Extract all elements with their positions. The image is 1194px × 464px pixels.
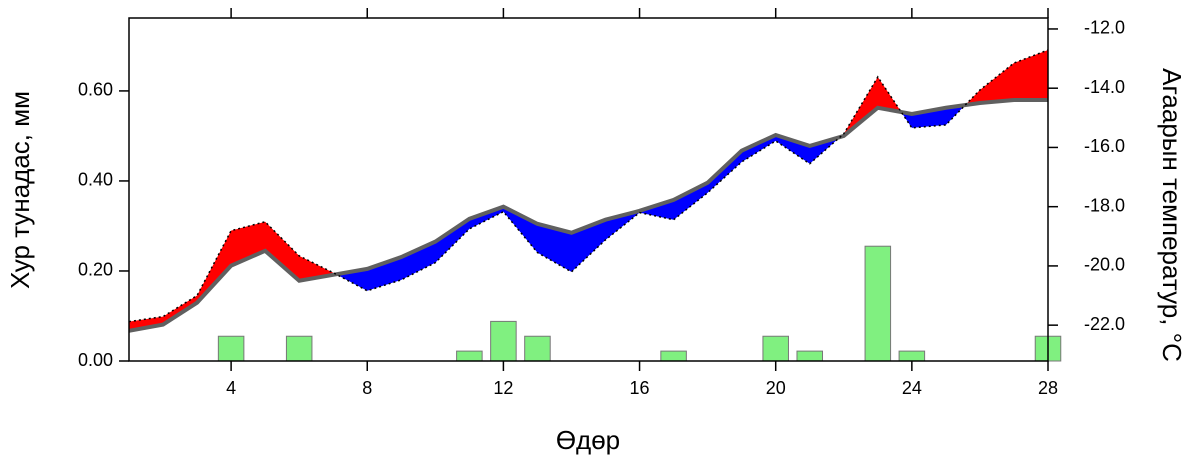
y2-tick-label: -20.0 <box>1084 255 1125 275</box>
y-tick-label: 0.20 <box>78 260 113 280</box>
x-tick-label: 24 <box>902 378 922 398</box>
x-tick-label: 12 <box>493 378 513 398</box>
bar <box>898 350 926 362</box>
y2-tick-label: -16.0 <box>1084 136 1125 156</box>
x-tick-label: 16 <box>630 378 650 398</box>
x-tick-label: 20 <box>766 378 786 398</box>
bar <box>524 335 551 362</box>
x-tick-label: 4 <box>226 378 236 398</box>
y-tick-label: 0.40 <box>78 170 113 190</box>
y-tick-label: 0.60 <box>78 80 113 100</box>
x-axis-title: Өдөр <box>556 425 620 455</box>
normal-line <box>128 98 1048 333</box>
bar <box>456 350 483 362</box>
bar <box>217 335 245 362</box>
bar <box>660 350 687 362</box>
y2-axis-title: Агаарын температур, °C <box>1157 68 1187 362</box>
bar <box>285 335 313 362</box>
bar <box>490 320 517 362</box>
below-fill <box>129 100 1048 331</box>
y2-tick-label: -22.0 <box>1084 314 1125 334</box>
y2-tick-label: -12.0 <box>1084 18 1125 38</box>
above-fill <box>129 49 1048 331</box>
y-axis-title: Хур тунадас, мм <box>5 91 35 289</box>
observed-line <box>128 49 1049 323</box>
plot-frame <box>128 17 1049 362</box>
x-tick-label: 28 <box>1038 378 1058 398</box>
bar <box>796 350 824 362</box>
bar <box>762 335 789 362</box>
y2-tick-label: -14.0 <box>1084 77 1125 97</box>
x-tick-label: 8 <box>362 378 372 398</box>
y-tick-label: 0.00 <box>78 350 113 370</box>
bar <box>864 245 892 362</box>
y2-tick-label: -18.0 <box>1084 195 1125 215</box>
